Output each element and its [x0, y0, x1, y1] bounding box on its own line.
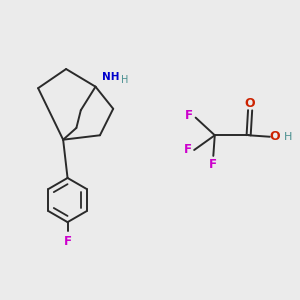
Text: O: O	[245, 97, 255, 110]
Text: NH: NH	[102, 72, 119, 82]
Text: H: H	[121, 75, 128, 85]
Text: F: F	[184, 143, 192, 157]
Text: O: O	[270, 130, 280, 143]
Text: F: F	[209, 158, 217, 171]
Text: H: H	[284, 132, 292, 142]
Text: F: F	[185, 109, 193, 122]
Text: F: F	[64, 236, 72, 248]
